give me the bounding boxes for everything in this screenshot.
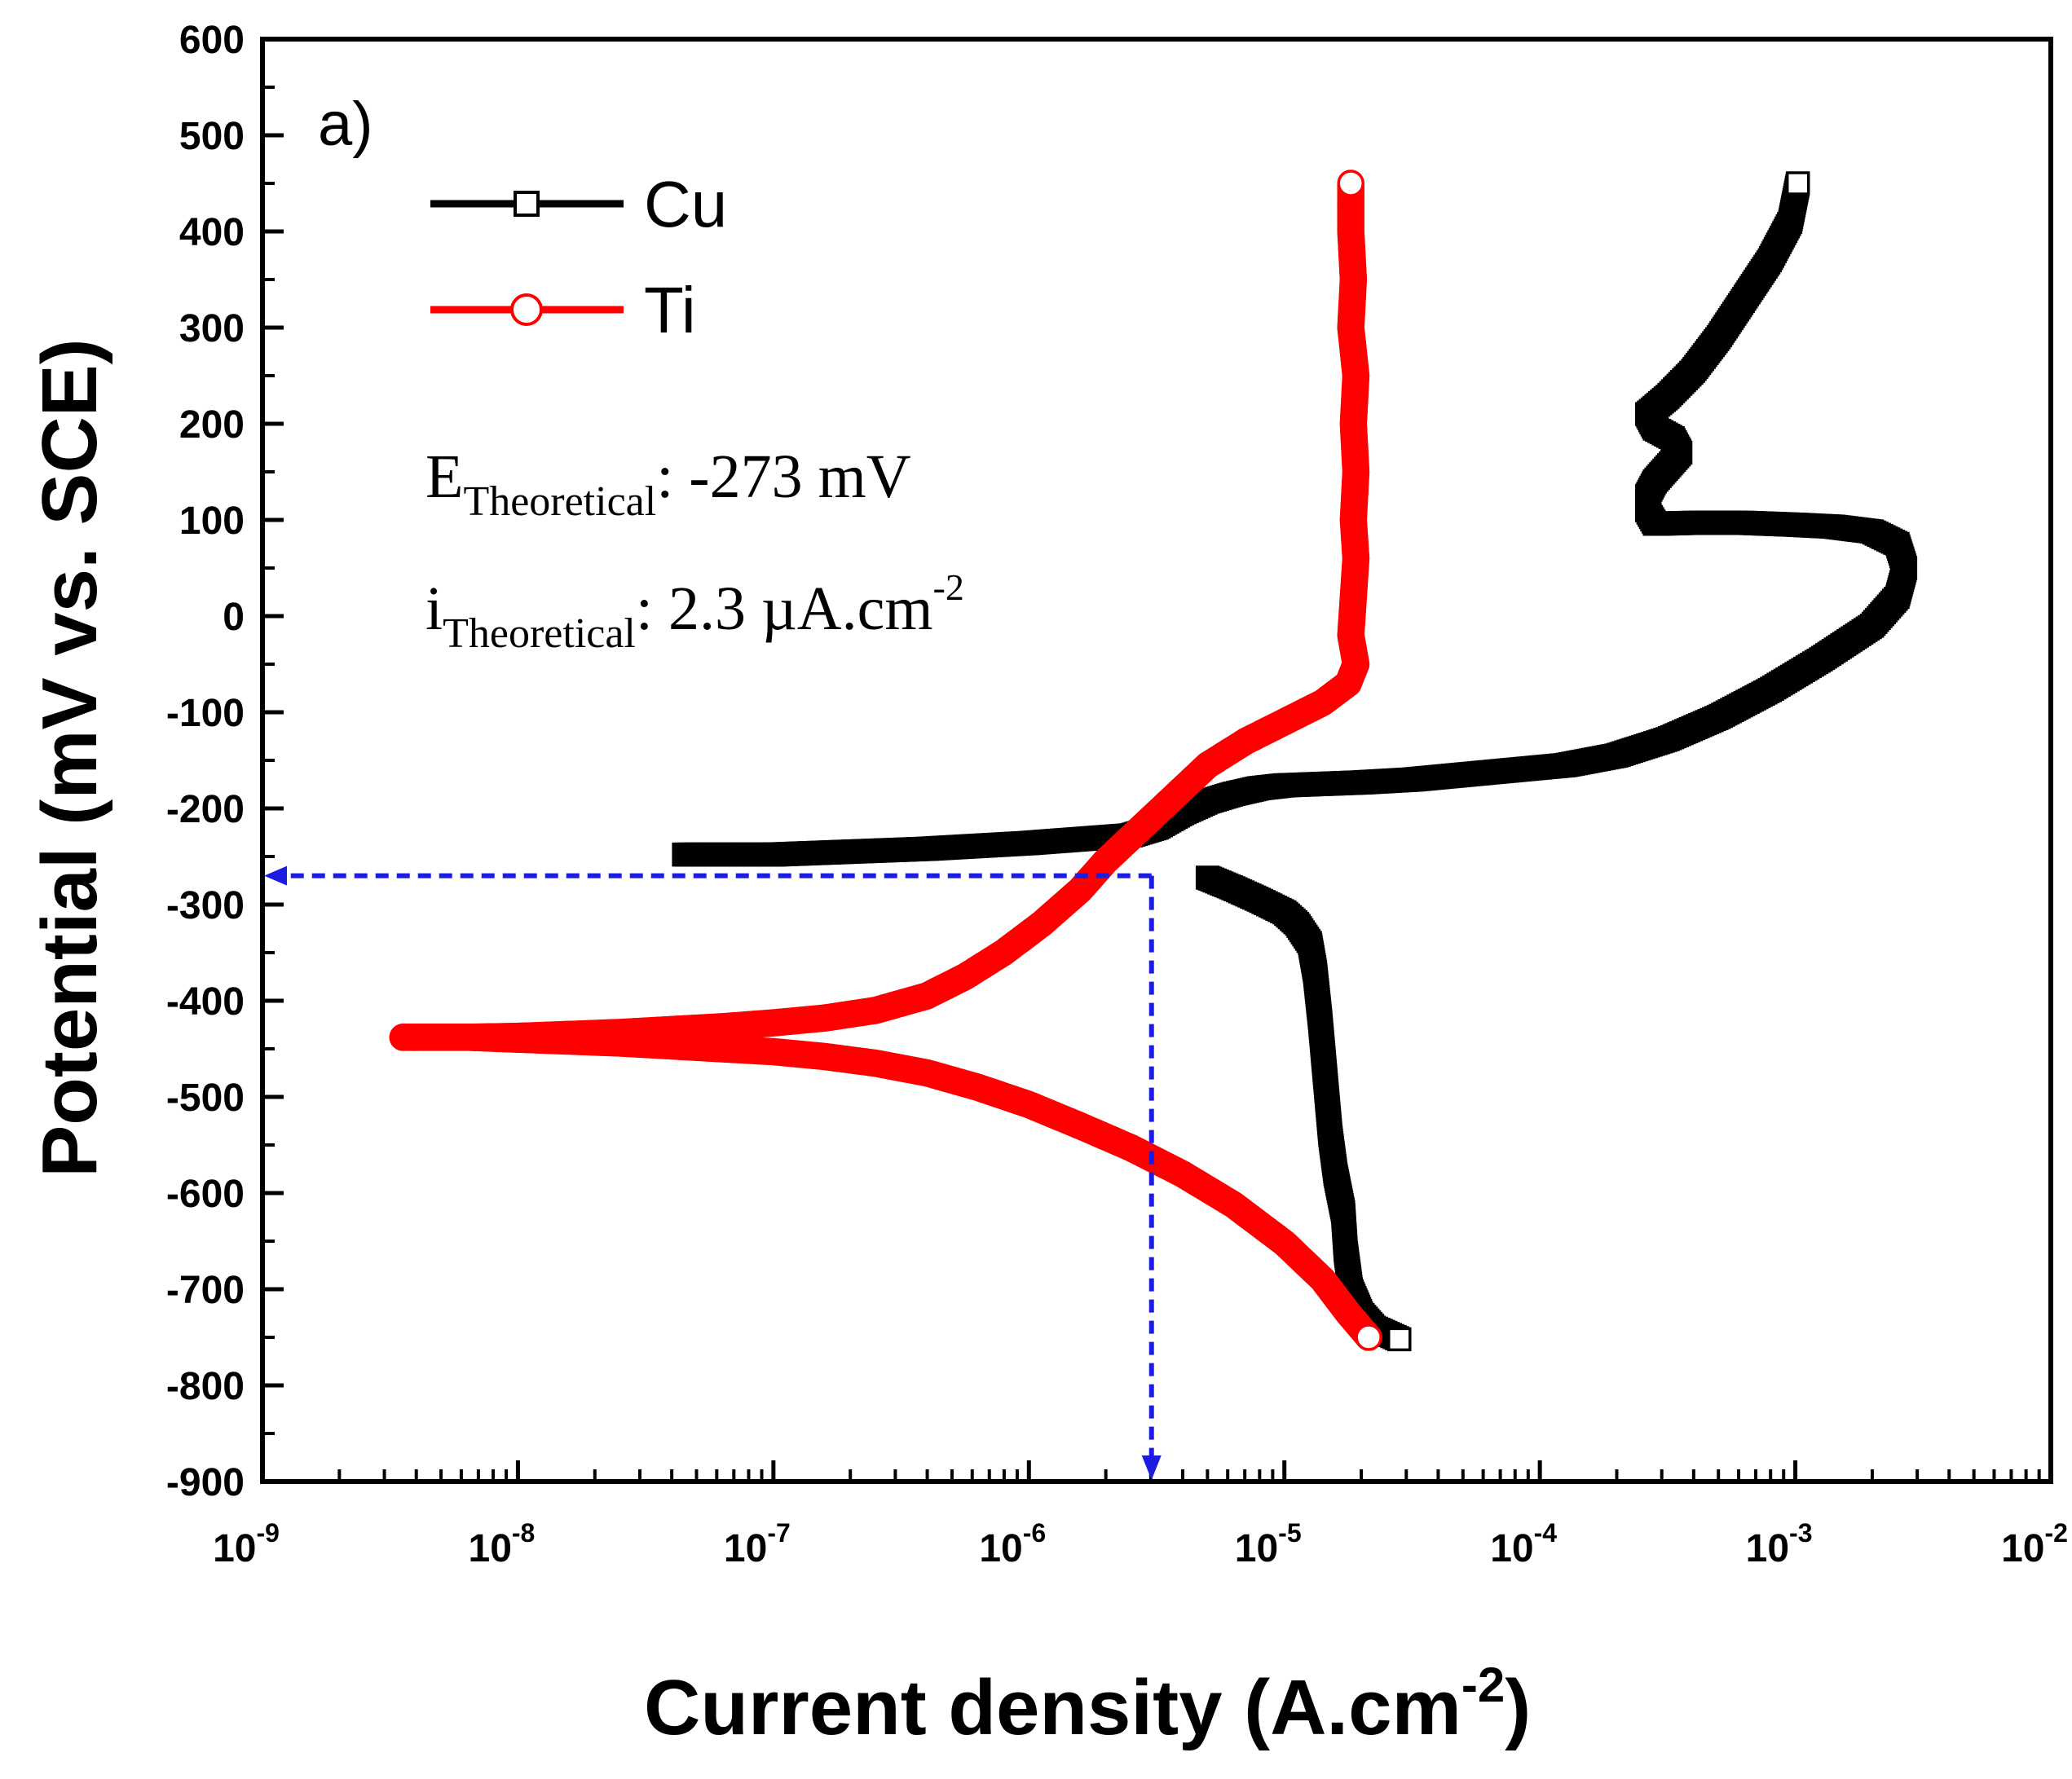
e-theoretical-annotation: ETheoretical: -273 mV bbox=[425, 443, 911, 525]
y-tick-label: 500 bbox=[179, 115, 245, 158]
y-tick-label: 200 bbox=[179, 403, 245, 447]
y-tick-label: -900 bbox=[166, 1461, 245, 1504]
cu-data-point bbox=[1785, 171, 1810, 196]
x-axis-title-main: Current density (A.cm bbox=[644, 1664, 1461, 1751]
legend-marker-cu bbox=[514, 191, 540, 217]
x-tick-exponent: -3 bbox=[1789, 1518, 1812, 1548]
x-tick-label: 10-6 bbox=[979, 1518, 1046, 1570]
x-tick-base: 10 bbox=[724, 1527, 767, 1570]
series-cu bbox=[672, 171, 1918, 1352]
x-tick-exponent: -2 bbox=[2044, 1518, 2067, 1548]
series-ti bbox=[389, 170, 1382, 1351]
y-tick-label: -500 bbox=[166, 1077, 245, 1120]
x-tick-base: 10 bbox=[1235, 1527, 1278, 1570]
panel-label: a) bbox=[318, 90, 373, 159]
y-tick-label: -300 bbox=[166, 884, 245, 927]
x-tick-exponent: -7 bbox=[767, 1518, 790, 1548]
x-tick-exponent: -8 bbox=[512, 1518, 535, 1548]
x-tick-exponent: -6 bbox=[1023, 1518, 1046, 1548]
legend: Cu Ti bbox=[430, 168, 727, 346]
y-tick-label: -200 bbox=[166, 788, 245, 831]
e-theoretical-value: : -273 mV bbox=[656, 443, 911, 511]
x-axis-title-exponent: -2 bbox=[1461, 1658, 1505, 1712]
i-theoretical-symbol: i bbox=[425, 575, 443, 643]
x-tick-label: 10-8 bbox=[469, 1518, 536, 1570]
current-arrowhead bbox=[1141, 1455, 1162, 1480]
y-tick-label: 400 bbox=[179, 211, 245, 254]
potential-arrowhead bbox=[264, 865, 287, 886]
series-layer bbox=[389, 170, 1918, 1352]
legend-marker-ti bbox=[510, 293, 543, 326]
x-tick-label: 10-4 bbox=[1490, 1518, 1557, 1570]
e-theoretical-subscript: Theoretical bbox=[463, 478, 656, 525]
y-tick-label: -700 bbox=[166, 1269, 245, 1312]
x-tick-base: 10 bbox=[1746, 1527, 1789, 1570]
x-axis-title-close: ) bbox=[1505, 1664, 1531, 1751]
x-tick-base: 10 bbox=[979, 1527, 1022, 1570]
x-tick-exponent: -4 bbox=[1534, 1518, 1558, 1548]
ti-data-point bbox=[1355, 1323, 1382, 1351]
y-tick-label: 0 bbox=[223, 596, 245, 639]
x-tick-base: 10 bbox=[1490, 1527, 1533, 1570]
y-tick-label: -100 bbox=[166, 692, 245, 735]
y-tick-label: -600 bbox=[166, 1173, 245, 1216]
x-tick-exponent: -5 bbox=[1278, 1518, 1301, 1548]
x-tick-base: 10 bbox=[2001, 1527, 2044, 1570]
i-theoretical-subscript: Theoretical bbox=[443, 610, 636, 657]
x-tick-base: 10 bbox=[213, 1527, 256, 1570]
y-tick-label: 300 bbox=[179, 307, 245, 350]
x-tick-exponent: -9 bbox=[256, 1518, 279, 1548]
y-tick-label: -800 bbox=[166, 1365, 245, 1408]
y-tick-label: 600 bbox=[179, 19, 245, 62]
x-tick-label: 10-3 bbox=[1746, 1518, 1813, 1570]
x-tick-label: 10-7 bbox=[724, 1518, 791, 1570]
y-axis-title: Potential (mV vs. SCE) bbox=[26, 338, 113, 1178]
i-theoretical-value: : 2.3 µA.cm bbox=[636, 575, 933, 643]
axis-ticks: 600 500 400 300 200 100 0 -100 -200 -300 -400 -500 -… bbox=[166, 19, 2068, 1570]
x-tick-label: 10-9 bbox=[213, 1518, 280, 1570]
i-theoretical-annotation: iTheoretical: 2.3 µA.cm-2 bbox=[425, 566, 964, 657]
legend-label-ti: Ti bbox=[644, 274, 696, 346]
i-theoretical-superscript: -2 bbox=[933, 566, 964, 608]
cu-data-point bbox=[1387, 1327, 1412, 1352]
x-tick-base: 10 bbox=[469, 1527, 512, 1570]
y-tick-label: -400 bbox=[166, 980, 245, 1024]
crosshair-layer bbox=[264, 865, 1162, 1480]
e-theoretical-symbol: E bbox=[425, 443, 463, 511]
ti-data-point bbox=[1337, 170, 1364, 197]
x-tick-label: 10-2 bbox=[2001, 1518, 2068, 1570]
x-axis-title: Current density (A.cm-2) bbox=[644, 1658, 1531, 1751]
legend-label-cu: Cu bbox=[644, 168, 727, 240]
x-tick-label: 10-5 bbox=[1235, 1518, 1302, 1570]
y-tick-label: 100 bbox=[179, 500, 245, 543]
